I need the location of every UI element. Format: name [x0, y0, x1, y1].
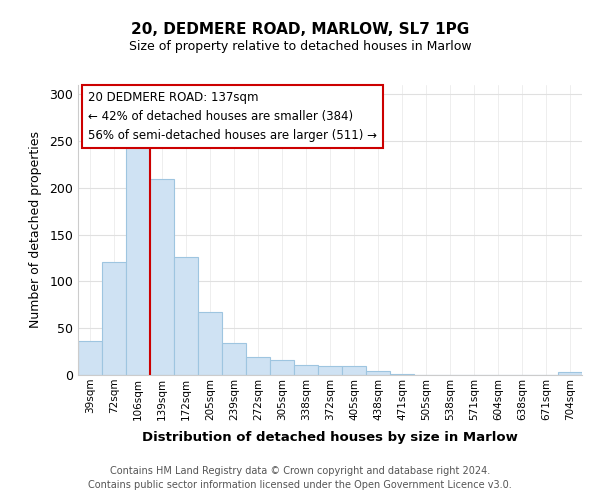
- Bar: [246, 357, 270, 375]
- Bar: [222, 343, 246, 375]
- Text: Contains HM Land Registry data © Crown copyright and database right 2024.
Contai: Contains HM Land Registry data © Crown c…: [88, 466, 512, 490]
- Bar: [102, 262, 126, 375]
- Bar: [390, 374, 414, 375]
- Text: 20 DEDMERE ROAD: 137sqm
← 42% of detached houses are smaller (384)
56% of semi-d: 20 DEDMERE ROAD: 137sqm ← 42% of detache…: [88, 91, 377, 142]
- Bar: [126, 141, 150, 375]
- Bar: [78, 342, 102, 375]
- Bar: [342, 366, 366, 375]
- Bar: [174, 257, 198, 375]
- Text: Size of property relative to detached houses in Marlow: Size of property relative to detached ho…: [128, 40, 472, 53]
- Bar: [294, 364, 318, 375]
- Bar: [150, 180, 174, 375]
- Bar: [558, 372, 582, 375]
- Text: 20, DEDMERE ROAD, MARLOW, SL7 1PG: 20, DEDMERE ROAD, MARLOW, SL7 1PG: [131, 22, 469, 38]
- Bar: [318, 366, 342, 375]
- X-axis label: Distribution of detached houses by size in Marlow: Distribution of detached houses by size …: [142, 431, 518, 444]
- Bar: [366, 372, 390, 375]
- Bar: [198, 312, 222, 375]
- Y-axis label: Number of detached properties: Number of detached properties: [29, 132, 43, 328]
- Bar: [270, 360, 294, 375]
